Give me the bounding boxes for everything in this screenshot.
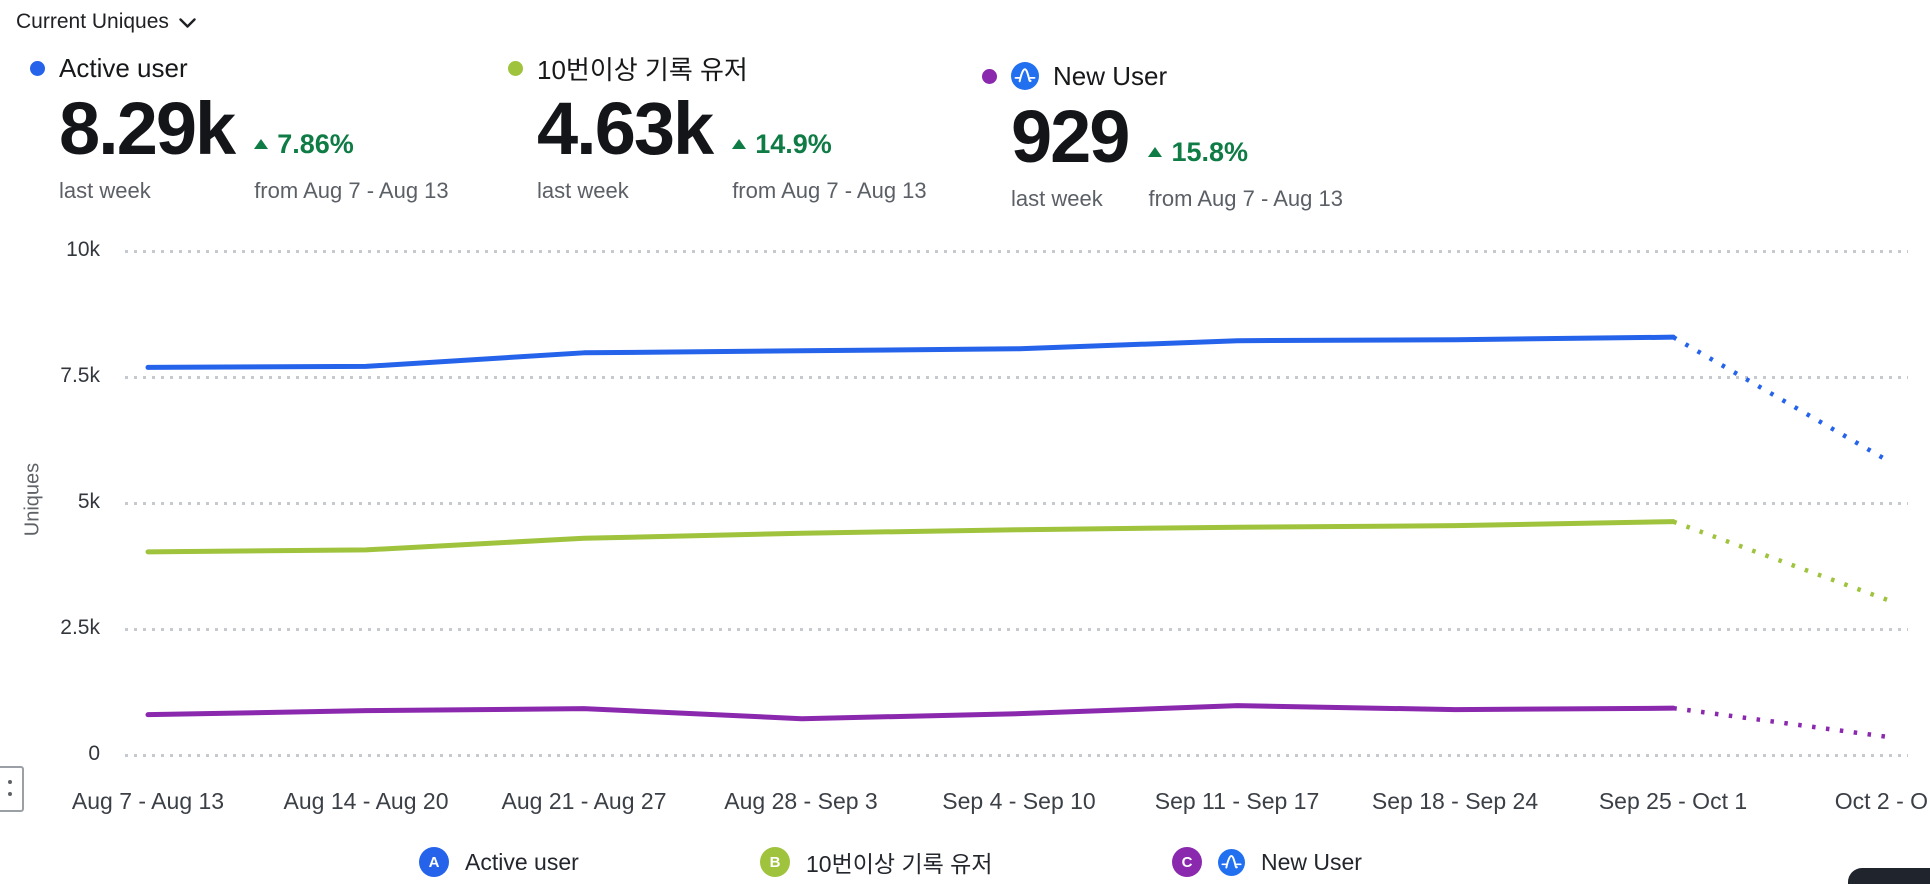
legend-label: New User <box>1261 848 1362 875</box>
gridline-5000 <box>125 501 1908 505</box>
metric-block-new-user: New User 929 15.8% last week from Aug 7 … <box>982 60 1343 212</box>
legend-item-new-user[interactable]: C New User <box>1172 845 1362 879</box>
series-projection-0[interactable] <box>1672 335 1893 465</box>
chevron-down-icon <box>179 17 196 28</box>
metric-value: 8.29k <box>59 87 236 170</box>
metric-type-dropdown[interactable]: Current Uniques <box>16 10 196 34</box>
series-dot-10plus-users <box>508 60 523 76</box>
x-tick: Oct 2 - O... <box>1834 788 1930 814</box>
metric-trend-caption: from Aug 7 - Aug 13 <box>254 178 449 203</box>
metric-name: New User <box>1053 60 1168 91</box>
metric-value: 929 <box>1011 95 1130 178</box>
legend-item-10plus-users[interactable]: B 10번이상 기록 유저 <box>760 845 992 879</box>
gridline-2500 <box>125 627 1908 631</box>
amplitude-icon <box>1011 62 1039 90</box>
legend-label: Active user <box>465 848 579 875</box>
y-tick: 0 <box>88 742 100 765</box>
x-tick: Aug 7 - Aug 13 <box>71 788 225 814</box>
metric-name: 10번이상 기록 유저 <box>537 54 748 85</box>
gridline-0 <box>125 753 1908 757</box>
x-tick: Sep 11 - Sep 17 <box>1154 788 1320 814</box>
trend-up-icon <box>732 139 747 149</box>
metric-value: 4.63k <box>537 87 714 170</box>
metric-block-10plus-users: 10번이상 기록 유저 4.63k 14.9% last week from A… <box>508 52 927 204</box>
y-tick: 2.5k <box>60 616 100 639</box>
series-projection-1[interactable] <box>1672 519 1892 604</box>
trend-percent: 7.86% <box>277 128 354 159</box>
x-tick: Aug 21 - Aug 27 <box>501 788 667 814</box>
series-dot-active-user <box>30 60 45 76</box>
left-edge-clipped-button[interactable] <box>0 766 24 812</box>
amplitude-icon <box>1218 848 1245 876</box>
legend-item-active-user[interactable]: A Active user <box>419 845 579 879</box>
metric-trend-caption: from Aug 7 - Aug 13 <box>1148 186 1343 211</box>
x-tick: Sep 18 - Sep 24 <box>1371 788 1539 814</box>
legend-badge: A <box>419 847 449 877</box>
gridline-7500 <box>125 375 1908 379</box>
metric-value-caption: last week <box>537 178 629 203</box>
series-dot-new-user <box>982 68 997 84</box>
trend-percent: 14.9% <box>755 128 832 159</box>
metric-block-active-user: Active user 8.29k 7.86% last week from A… <box>30 52 449 204</box>
y-tick: 7.5k <box>60 364 100 387</box>
y-tick: 10k <box>66 238 100 261</box>
x-tick: Sep 25 - Oct 1 <box>1598 788 1748 814</box>
metric-trend: 14.9% <box>732 129 926 160</box>
legend-badge: B <box>760 847 790 877</box>
y-tick: 5k <box>77 490 100 513</box>
metric-trend-caption: from Aug 7 - Aug 13 <box>732 178 927 203</box>
metric-trend: 7.86% <box>254 129 448 160</box>
bottom-right-clipped-overlay <box>1848 868 1930 884</box>
metric-type-label: Current Uniques <box>16 10 169 33</box>
trend-percent: 15.8% <box>1171 136 1249 167</box>
gridline-10000 <box>125 249 1908 253</box>
x-tick: Aug 14 - Aug 20 <box>283 788 449 814</box>
metric-value-caption: last week <box>1011 186 1103 211</box>
metric-trend: 15.8% <box>1148 137 1342 168</box>
series-line-0[interactable] <box>145 334 1676 370</box>
series-line-1[interactable] <box>145 519 1676 555</box>
series-projection-2[interactable] <box>1673 705 1892 740</box>
series-line-2[interactable] <box>145 703 1676 722</box>
legend-label: 10번이상 기록 유저 <box>806 851 993 877</box>
trend-up-icon <box>254 139 269 149</box>
metric-name: Active user <box>59 52 188 83</box>
legend-badge: C <box>1172 847 1202 877</box>
trend-up-icon <box>1148 147 1163 157</box>
metric-value-caption: last week <box>59 178 151 203</box>
x-tick: Sep 4 - Sep 10 <box>942 788 1096 814</box>
x-tick: Aug 28 - Sep 3 <box>724 788 878 814</box>
